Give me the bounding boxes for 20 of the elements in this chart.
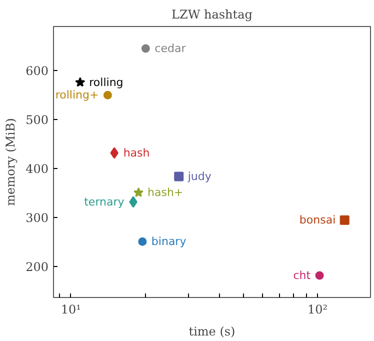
y-tick-label: 500 bbox=[26, 113, 48, 128]
series-label: hash bbox=[123, 146, 150, 160]
y-tick-label: 400 bbox=[26, 162, 48, 176]
chart-title: LZW hashtag bbox=[172, 8, 253, 22]
series-label: judy bbox=[186, 170, 212, 183]
y-axis-title: memory (MiB) bbox=[4, 118, 18, 206]
series-label: hash+ bbox=[148, 186, 184, 200]
x-tick-label: 10² bbox=[307, 302, 328, 316]
series-label: rolling+ bbox=[55, 88, 99, 102]
x-tick-label: 10¹ bbox=[60, 302, 81, 316]
series-label: bonsai bbox=[299, 214, 336, 227]
y-tick-label: 200 bbox=[26, 260, 48, 274]
series-label: ternary bbox=[84, 195, 125, 208]
y-tick-label: 300 bbox=[26, 211, 48, 226]
x-axis-title: time (s) bbox=[188, 324, 236, 338]
y-tick-label: 600 bbox=[26, 64, 48, 78]
series-label: binary bbox=[151, 235, 187, 248]
series-label: cht bbox=[293, 268, 312, 282]
series-label: cedar bbox=[154, 42, 186, 56]
series-label: rolling bbox=[89, 76, 124, 89]
